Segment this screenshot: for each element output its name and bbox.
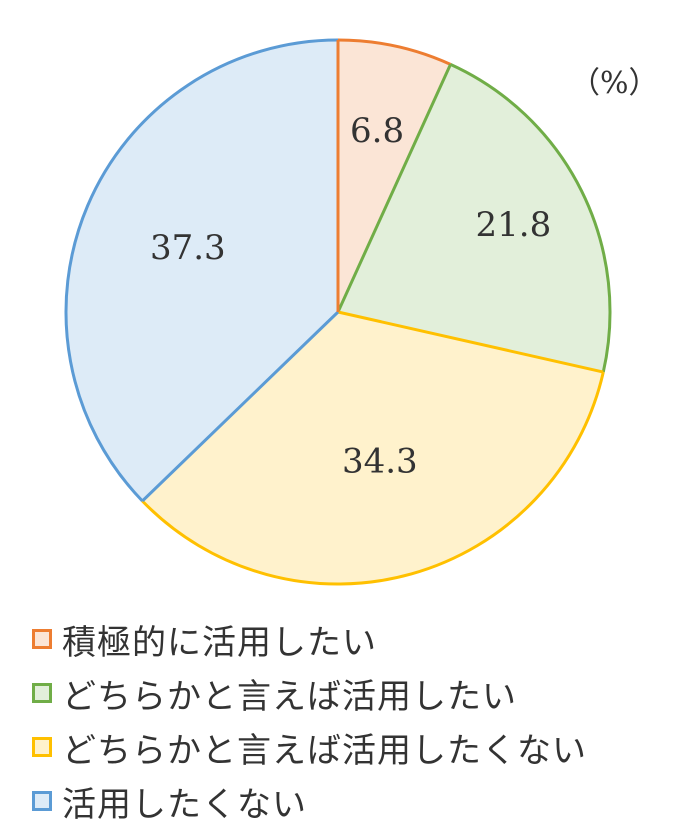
legend-label: どちらかと言えば活用したくない xyxy=(62,730,587,771)
pie-slice-border xyxy=(337,310,604,374)
pie-slice xyxy=(142,312,604,585)
pie-slice-border xyxy=(336,63,452,313)
legend-swatch-icon xyxy=(32,629,52,649)
legend-swatch-icon xyxy=(32,737,52,757)
legend-swatch-icon xyxy=(32,683,52,703)
legend-item: 活用したくない xyxy=(32,774,587,828)
pie-value-label: 34.3 xyxy=(342,441,418,481)
pie-slice xyxy=(338,40,451,312)
legend-item: どちらかと言えば活用したい xyxy=(32,666,587,720)
legend-label: 活用したくない xyxy=(62,784,307,825)
pie-slices xyxy=(64,38,612,586)
pie-chart: 6.8 21.8 34.3 37.3 xyxy=(64,38,612,586)
unit-label: （%） xyxy=(570,66,659,101)
pie-value-label: 6.8 xyxy=(350,111,404,151)
pie-value-label: 37.3 xyxy=(150,228,226,268)
pie-slice-outline xyxy=(141,371,605,586)
legend-label: どちらかと言えば活用したい xyxy=(62,676,517,717)
pie-slice xyxy=(65,40,339,501)
pie-slice-border xyxy=(141,310,340,503)
legend-item: どちらかと言えば活用したくない xyxy=(32,720,587,774)
pie-slice-outline xyxy=(449,62,612,373)
pie-slice xyxy=(338,64,611,373)
legend: 積極的に活用したい どちらかと言えば活用したい どちらかと言えば活用したくない … xyxy=(32,612,587,828)
legend-swatch-icon xyxy=(32,791,52,811)
pie-slice-outline xyxy=(64,38,339,503)
pie-slice-outline xyxy=(337,38,452,66)
legend-label: 積極的に活用したい xyxy=(62,622,377,663)
pie-value-label: 21.8 xyxy=(476,205,552,245)
legend-item: 積極的に活用したい xyxy=(32,612,587,666)
pie-value-labels: 6.8 21.8 34.3 37.3 xyxy=(150,111,551,481)
